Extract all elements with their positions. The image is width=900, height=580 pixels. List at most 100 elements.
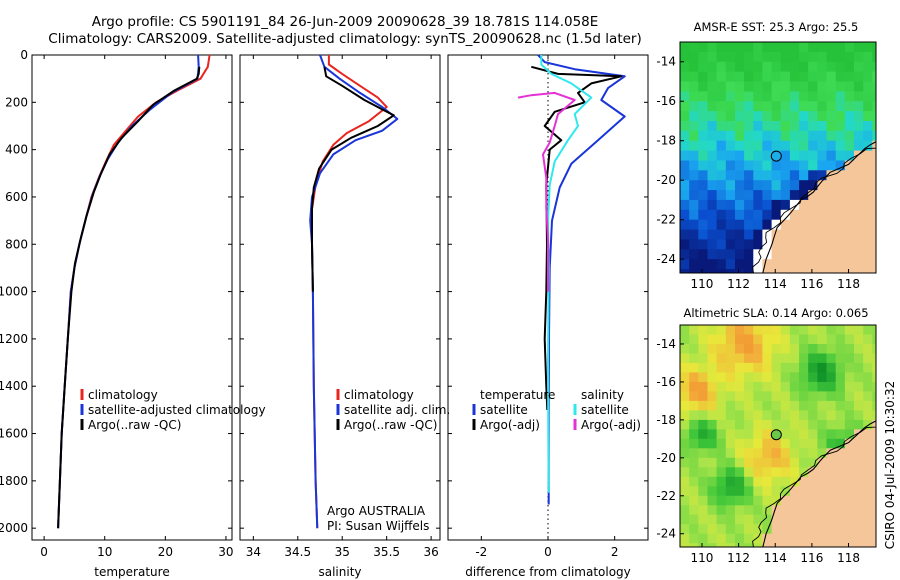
- sst-grid-cell: [808, 209, 818, 221]
- sst-grid-cell: [863, 180, 873, 191]
- sst-grid-cell: [753, 239, 764, 250]
- sst-grid-cell: [817, 81, 828, 92]
- sla-grid-cell: [808, 486, 818, 497]
- sst-grid-cell: [753, 130, 764, 142]
- sst-grid-cell: [854, 91, 864, 102]
- sst-grid-cell: [698, 269, 709, 273]
- sst-grid-cell: [789, 160, 800, 171]
- sst-grid-cell: [689, 121, 699, 132]
- sst-grid-cell: [863, 121, 873, 132]
- sst-grid-cell: [735, 199, 745, 211]
- sst-grid-cell: [863, 239, 873, 250]
- legend-heading: salinity: [581, 388, 624, 402]
- sst-grid-cell: [707, 91, 718, 102]
- sla-grid-cell: [789, 325, 800, 336]
- temperature-series-argo-raw-qc-: [57, 66, 201, 529]
- legend-label: Argo(-adj): [581, 418, 641, 432]
- salinity-axes-frame: [239, 54, 441, 541]
- sst-grid-cell: [835, 81, 846, 92]
- sla-grid-cell: [762, 334, 773, 345]
- sla-grid-cell: [735, 514, 745, 525]
- sla-grid-cell: [725, 372, 736, 383]
- sla-grid-cell: [680, 334, 690, 345]
- sst-grid-cell: [854, 121, 864, 132]
- sst-grid-cell: [744, 160, 754, 171]
- sst-grid-cell: [844, 81, 855, 92]
- sla-grid-cell: [835, 505, 846, 516]
- sst-grid-cell: [863, 259, 873, 270]
- sst-grid-cell: [808, 249, 818, 260]
- salinity-xtick-label: 34: [246, 545, 261, 559]
- sst-grid-cell: [689, 150, 699, 162]
- sst-grid-cell: [835, 61, 846, 73]
- sst-grid-cell: [826, 150, 837, 162]
- sst-grid-cell: [799, 259, 809, 270]
- sla-grid-cell: [817, 476, 828, 487]
- salinity-series-satellite-adj-clim-: [309, 54, 399, 529]
- sla-grid-cell: [716, 429, 727, 440]
- sla-grid-cell: [872, 372, 876, 383]
- sst-grid-cell: [817, 170, 828, 181]
- sst-grid-cell: [698, 81, 709, 92]
- sst-grid-cell: [689, 190, 699, 201]
- sla-grid-cell: [716, 325, 727, 336]
- sla-grid-cell: [780, 362, 791, 373]
- sla-grid-cell: [780, 438, 791, 449]
- sst-grid-cell: [698, 91, 709, 102]
- legend-label: Argo(..raw -QC): [344, 418, 437, 432]
- sst-grid-cell: [780, 130, 791, 142]
- sla-lat-tick-label: -24: [656, 527, 676, 541]
- sst-grid-cell: [872, 71, 876, 83]
- sla-grid-cell: [789, 429, 800, 440]
- sla-grid-cell: [680, 344, 690, 355]
- sst-grid-cell: [771, 71, 782, 83]
- sst-grid-cell: [698, 140, 709, 152]
- sst-grid-cell: [854, 71, 864, 83]
- sla-grid-cell: [799, 448, 809, 459]
- sla-grid-cell: [698, 514, 709, 525]
- sst-grid-cell: [680, 180, 690, 191]
- sla-grid-cell: [735, 476, 745, 487]
- sst-grid-cell: [689, 199, 699, 211]
- sst-grid-cell: [744, 130, 754, 142]
- sla-grid-cell: [689, 448, 699, 459]
- sla-grid-cell: [826, 505, 837, 516]
- sst-lat-tick-label: -24: [656, 252, 676, 266]
- sla-grid-cell: [854, 344, 864, 355]
- sst-grid-cell: [799, 219, 809, 231]
- sst-grid-cell: [817, 61, 828, 73]
- sst-grid-cell: [725, 42, 736, 53]
- sla-grid-cell: [826, 429, 837, 440]
- sla-grid-cell: [771, 410, 782, 421]
- sla-grid-cell: [680, 419, 690, 430]
- sla-grid-cell: [744, 495, 754, 506]
- sst-grid-cell: [789, 239, 800, 250]
- sst-grid-cell: [689, 180, 699, 191]
- sst-grid-cell: [817, 42, 828, 53]
- sla-grid-cell: [698, 381, 709, 392]
- sla-grid-cell: [799, 362, 809, 373]
- sst-grid-cell: [872, 81, 876, 92]
- sla-grid-cell: [707, 543, 718, 547]
- sla-grid-cell: [835, 429, 846, 440]
- sst-grid-cell: [771, 160, 782, 171]
- sla-grid-cell: [735, 400, 745, 411]
- sst-grid-cell: [808, 259, 818, 270]
- sla-grid-cell: [753, 467, 764, 478]
- sla-grid-cell: [716, 495, 727, 506]
- sst-grid-cell: [735, 140, 745, 152]
- sla-grid-cell: [689, 362, 699, 373]
- sla-grid-cell: [835, 543, 846, 547]
- sst-grid-cell: [799, 140, 809, 152]
- temperature-xtick-label: 10: [97, 545, 112, 559]
- depth-tick-label: 1600: [0, 427, 28, 441]
- sst-grid-cell: [716, 111, 727, 122]
- sla-grid-cell: [716, 533, 727, 544]
- sst-grid-cell: [835, 199, 846, 211]
- sst-map-title: AMSR-E SST: 25.3 Argo: 25.5: [694, 20, 859, 34]
- sst-grid-cell: [771, 42, 782, 53]
- sla-grid-cell: [844, 344, 855, 355]
- sst-grid-cell: [789, 199, 800, 211]
- sla-grid-cell: [799, 533, 809, 544]
- sst-grid-cell: [799, 51, 809, 63]
